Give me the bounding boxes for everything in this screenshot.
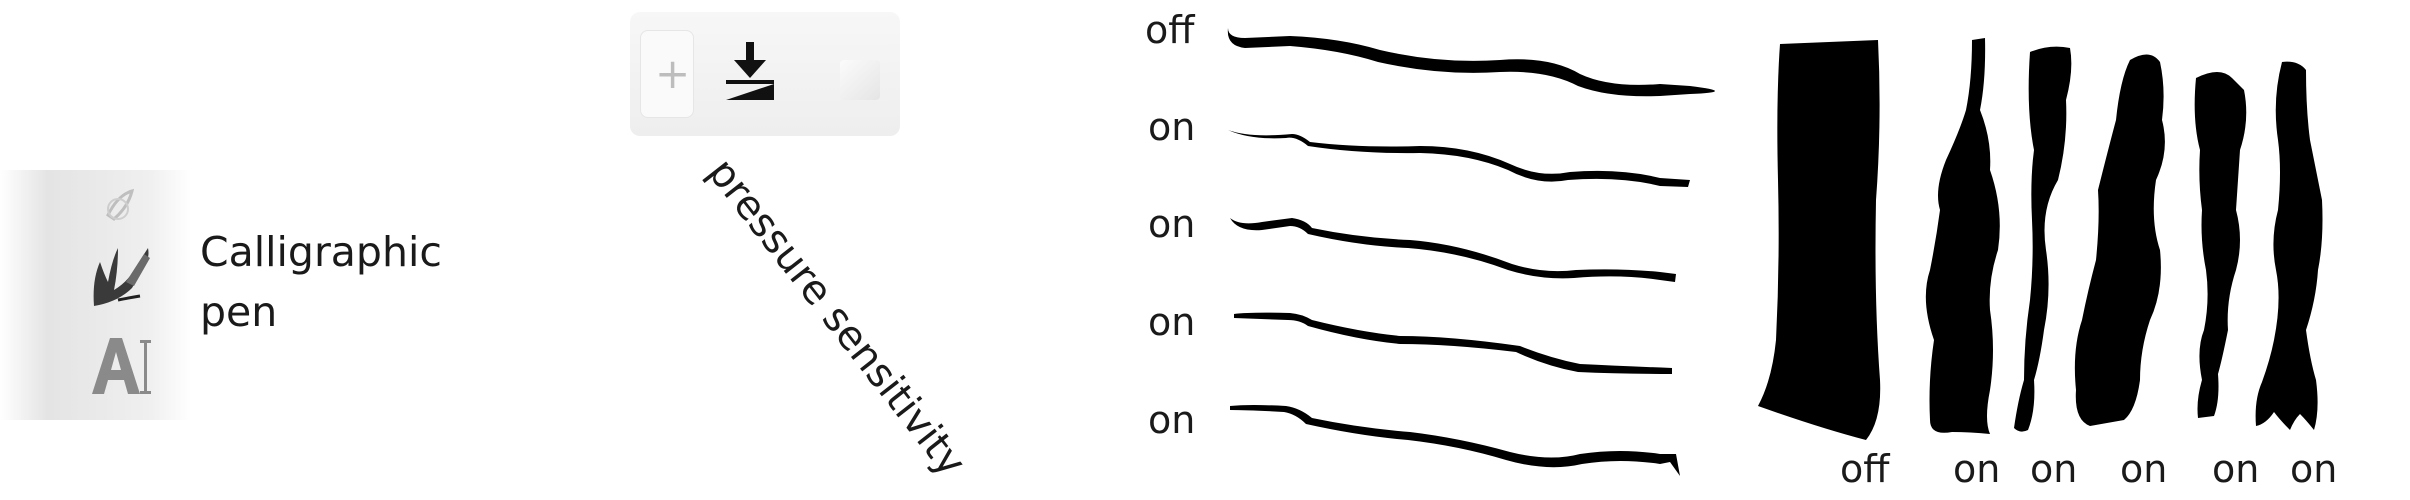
pen-icon[interactable] <box>88 185 152 225</box>
stroke-label: on <box>2290 447 2338 491</box>
stroke-label: off <box>1840 447 1890 491</box>
stroke-label: on <box>1148 398 1196 442</box>
vertical-stroke-on <box>2014 46 2072 432</box>
vertical-stroke-off <box>1758 40 1881 440</box>
stroke-label: off <box>1145 8 1195 52</box>
vertical-stroke-on <box>2194 72 2247 418</box>
horizontal-stroke-on <box>1234 312 1672 374</box>
calligraphy-pen-icon[interactable] <box>88 240 152 312</box>
text-tool-icon[interactable] <box>88 330 152 400</box>
stroke-label: on <box>2030 447 2078 491</box>
horizontal-stroke-on <box>1228 130 1690 187</box>
horizontal-stroke-on <box>1230 218 1676 282</box>
calligraphic-pen-label: Calligraphic pen <box>200 222 442 342</box>
stroke-label: on <box>2120 447 2168 491</box>
horizontal-stroke-on <box>1230 405 1680 476</box>
vertical-stroke-on <box>2074 54 2165 426</box>
next-toolbar-button[interactable] <box>840 60 880 100</box>
pressure-sensitivity-icon[interactable] <box>720 38 780 104</box>
horizontal-stroke-off <box>1227 28 1715 97</box>
stroke-label: on <box>1148 105 1196 149</box>
tool-label-line2: pen <box>200 288 278 336</box>
add-button[interactable]: + <box>640 30 694 118</box>
vertical-stroke-on <box>1925 38 2000 434</box>
stroke-label: on <box>1148 300 1196 344</box>
tool-label-line1: Calligraphic <box>200 228 442 276</box>
stroke-label: on <box>1953 447 2001 491</box>
stroke-label: on <box>1148 202 1196 246</box>
plus-icon: + <box>655 49 691 98</box>
stroke-label: on <box>2212 447 2260 491</box>
vertical-stroke-on <box>2255 61 2323 431</box>
